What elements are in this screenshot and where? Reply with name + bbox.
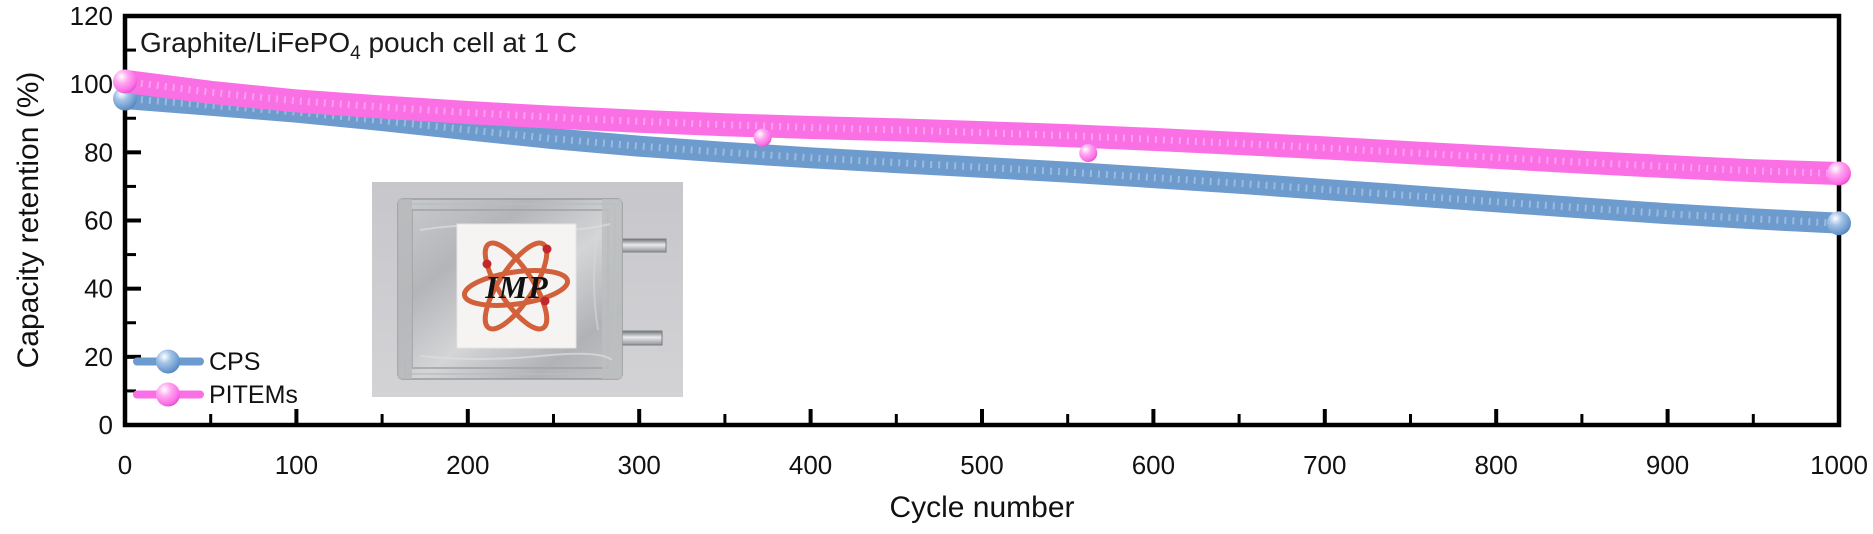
y-tick-label: 40 bbox=[84, 274, 113, 304]
legend-item-cps: CPS bbox=[133, 348, 260, 376]
y-axis-label: Capacity retention (%) bbox=[12, 72, 45, 369]
x-axis-label: Cycle number bbox=[889, 491, 1074, 524]
plot-title-subscript: 4 bbox=[350, 43, 361, 64]
y-tick-label: 20 bbox=[84, 342, 113, 372]
legend-label-pitems: PITEMs bbox=[209, 381, 298, 409]
x-tick-label: 500 bbox=[960, 450, 1003, 480]
legend-marker-cps bbox=[156, 349, 180, 374]
legend-item-pitems: PITEMs bbox=[133, 381, 298, 409]
data-series bbox=[113, 69, 1851, 236]
outlier-point-pitems bbox=[1079, 144, 1098, 163]
y-tick-label: 0 bbox=[99, 410, 113, 440]
pouch-wrinkle bbox=[419, 352, 613, 361]
plot-title: Graphite/LiFePO4 pouch cell at 1 C bbox=[140, 27, 577, 64]
legend-label-cps: CPS bbox=[209, 348, 260, 376]
x-tick-label: 800 bbox=[1475, 450, 1518, 480]
x-tick-label: 0 bbox=[118, 450, 132, 480]
pouch-wrinkle bbox=[593, 229, 599, 331]
x-tick-label: 1000 bbox=[1810, 450, 1868, 480]
electron-dot bbox=[542, 244, 552, 254]
y-tick-label: 60 bbox=[84, 206, 113, 236]
legend-marker-pitems bbox=[156, 382, 180, 407]
x-tick-label: 700 bbox=[1303, 450, 1346, 480]
x-tick-label: 100 bbox=[275, 450, 318, 480]
y-tick-label: 100 bbox=[70, 69, 113, 99]
legend: CPS PITEMs bbox=[133, 348, 298, 409]
electron-dot bbox=[540, 296, 550, 306]
pouch-tab-bottom bbox=[619, 330, 663, 346]
series-end-marker-cps bbox=[1827, 211, 1851, 236]
pouch-tab-top bbox=[619, 238, 667, 253]
x-tick-label: 600 bbox=[1132, 450, 1175, 480]
imp-label bbox=[456, 223, 577, 349]
atom-icon bbox=[461, 240, 571, 332]
y-tick-label: 120 bbox=[70, 1, 113, 31]
axis-ticks bbox=[123, 14, 1841, 427]
series-band-pitems bbox=[113, 69, 1851, 185]
x-tick-label: 900 bbox=[1646, 450, 1689, 480]
plot-title-main: Graphite/LiFePO bbox=[140, 27, 350, 58]
x-tick-label: 200 bbox=[446, 450, 489, 480]
series-band-cps bbox=[114, 88, 1850, 234]
series-speckle-cps bbox=[124, 95, 1840, 227]
electron-dot bbox=[482, 259, 492, 269]
series-start-marker-pitems bbox=[113, 69, 137, 94]
imp-logo-text: IMP bbox=[484, 269, 548, 305]
pouch-seal-left bbox=[398, 199, 412, 379]
y-tick-label: 80 bbox=[84, 137, 113, 167]
plot-title-rest: pouch cell at 1 C bbox=[361, 27, 577, 58]
inset-pouch-cell-photo: IMP bbox=[372, 182, 683, 397]
pouch-seal-right bbox=[602, 199, 622, 379]
x-tick-label: 400 bbox=[789, 450, 832, 480]
outlier-point-pitems bbox=[753, 128, 772, 147]
series-end-marker-pitems bbox=[1827, 161, 1851, 186]
x-tick-label: 300 bbox=[618, 450, 661, 480]
axis-tick-labels: 0 100 200 300 400 500 600 700 800 900 1000 0 20 40 60 8… bbox=[70, 1, 1868, 480]
